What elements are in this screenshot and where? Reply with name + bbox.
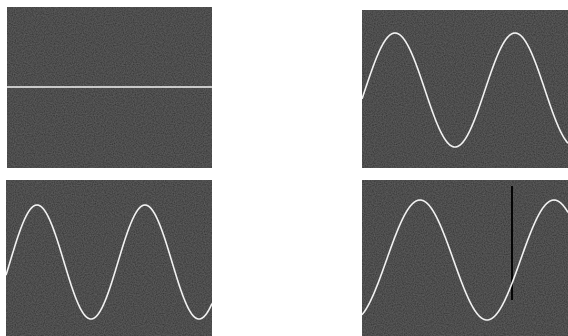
screen-panel xyxy=(6,180,212,336)
screen-panel xyxy=(362,180,568,336)
page: (() => { const data = JSON.parse(documen… xyxy=(0,0,568,336)
scope-screens xyxy=(0,0,568,336)
